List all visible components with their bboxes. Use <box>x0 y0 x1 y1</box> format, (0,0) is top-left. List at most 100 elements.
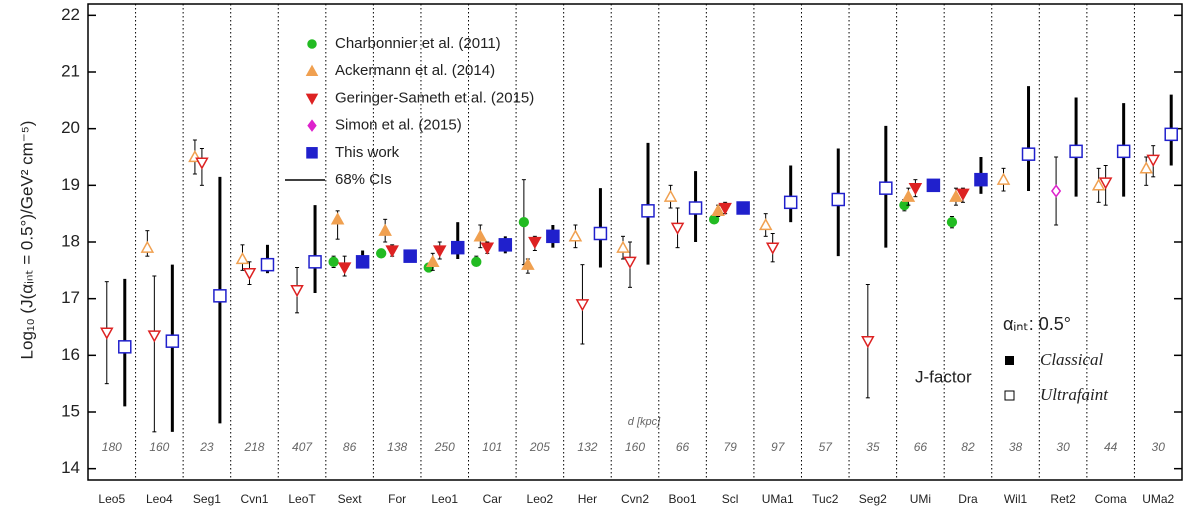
data-point <box>641 204 655 218</box>
data-point <box>1139 161 1153 174</box>
x-tick-label: Her <box>578 492 597 506</box>
distance-label: d [kpc] <box>628 416 661 428</box>
distance: 132 <box>577 440 597 454</box>
jfactor-annotation: J-factor <box>915 367 972 386</box>
x-tick-label: UMa1 <box>762 492 794 506</box>
data-point <box>861 336 875 349</box>
distance: 82 <box>961 440 975 454</box>
y-axis-label: Log₁₀ (J(αᵢₙₜ = 0.5°)/GeV² cm⁻⁵) <box>17 121 36 360</box>
ci-legend-label: 68% CIs <box>335 171 392 188</box>
data-point <box>378 223 392 236</box>
distance: 30 <box>1056 440 1070 454</box>
data-point <box>949 189 963 202</box>
x-tick-label: Cvn2 <box>621 492 649 506</box>
alpha-annotation: αᵢₙₜ: 0.5° <box>1003 314 1071 334</box>
y-tick-label: 16 <box>61 345 80 364</box>
x-tick-label: Tuc2 <box>812 492 839 506</box>
legend-marker <box>307 39 317 49</box>
data-point <box>330 212 345 225</box>
data-point <box>118 340 132 354</box>
classical-key <box>1005 356 1014 365</box>
distance: 160 <box>625 440 645 454</box>
legend-label: Ackermann et al. (2014) <box>335 62 495 79</box>
data-point <box>879 181 893 195</box>
data-point <box>432 245 447 258</box>
data-point <box>718 202 732 216</box>
x-tick-label: Seg1 <box>193 492 221 506</box>
legend-label: Geringer-Sameth et al. (2015) <box>335 89 534 106</box>
distance: 44 <box>1104 440 1118 454</box>
data-point <box>425 254 440 267</box>
data-point <box>473 229 488 242</box>
data-point <box>1146 154 1160 167</box>
x-tick-label: Leo1 <box>431 492 458 506</box>
distance: 218 <box>243 440 264 454</box>
y-tick-label: 22 <box>61 5 80 24</box>
data-point <box>956 188 970 201</box>
legend-marker <box>307 119 317 132</box>
data-point <box>575 299 590 312</box>
data-point <box>908 183 923 196</box>
data-point <box>308 255 322 269</box>
distance: 79 <box>723 440 737 454</box>
distance: 160 <box>149 440 169 454</box>
data-point <box>996 172 1011 185</box>
data-point <box>450 240 465 255</box>
data-point <box>546 229 560 244</box>
data-point <box>1051 184 1062 198</box>
x-tick-label: UMi <box>910 492 931 506</box>
legend-marker <box>306 147 318 159</box>
data-point <box>498 238 513 252</box>
x-tick-label: Sext <box>338 492 363 506</box>
ultrafaint-key <box>1004 390 1015 401</box>
data-point <box>195 157 209 170</box>
x-tick-label: Scl <box>722 492 739 506</box>
data-point <box>521 257 535 270</box>
data-point <box>616 240 630 253</box>
x-tick-label: Car <box>483 492 502 506</box>
data-point <box>670 222 685 235</box>
distance: 138 <box>387 440 407 454</box>
data-point <box>736 201 750 215</box>
data-point <box>480 242 495 255</box>
data-point <box>260 257 275 272</box>
distance: 35 <box>866 440 880 454</box>
data-point <box>1091 178 1106 191</box>
data-point <box>946 217 958 228</box>
distance: 23 <box>199 440 214 454</box>
data-point <box>711 203 725 216</box>
data-point <box>831 192 846 207</box>
data-point <box>1021 147 1036 161</box>
y-tick-label: 21 <box>61 61 80 80</box>
data-point <box>568 229 583 242</box>
data-point <box>518 217 530 228</box>
distance: 86 <box>343 440 357 454</box>
y-tick-label: 14 <box>61 458 80 477</box>
x-tick-label: LeoT <box>288 492 316 506</box>
data-point <box>165 334 180 348</box>
classical-annotation: Classical <box>1040 350 1104 369</box>
legend-label: Charbonnier et al. (2011) <box>335 35 501 52</box>
data-point <box>385 245 399 258</box>
data-point <box>926 178 941 193</box>
x-tick-label: Leo5 <box>98 492 125 506</box>
data-point <box>1069 144 1083 159</box>
distance: 66 <box>676 440 690 454</box>
data-point <box>1164 127 1178 142</box>
distance: 30 <box>1152 440 1166 454</box>
distance: 97 <box>771 440 786 454</box>
x-tick-label: UMa2 <box>1142 492 1174 506</box>
x-tick-label: Dra <box>958 492 978 506</box>
distance: 407 <box>292 440 313 454</box>
y-tick-label: 15 <box>61 401 80 420</box>
legend-label: Simon et al. (2015) <box>335 117 462 134</box>
distance: 57 <box>819 440 834 454</box>
data-point <box>328 256 339 267</box>
data-point <box>623 256 637 269</box>
data-point <box>974 172 988 187</box>
x-tick-label: Cvn1 <box>240 492 268 506</box>
data-point <box>1116 144 1131 159</box>
data-point <box>783 195 798 210</box>
distance: 38 <box>1009 440 1023 454</box>
